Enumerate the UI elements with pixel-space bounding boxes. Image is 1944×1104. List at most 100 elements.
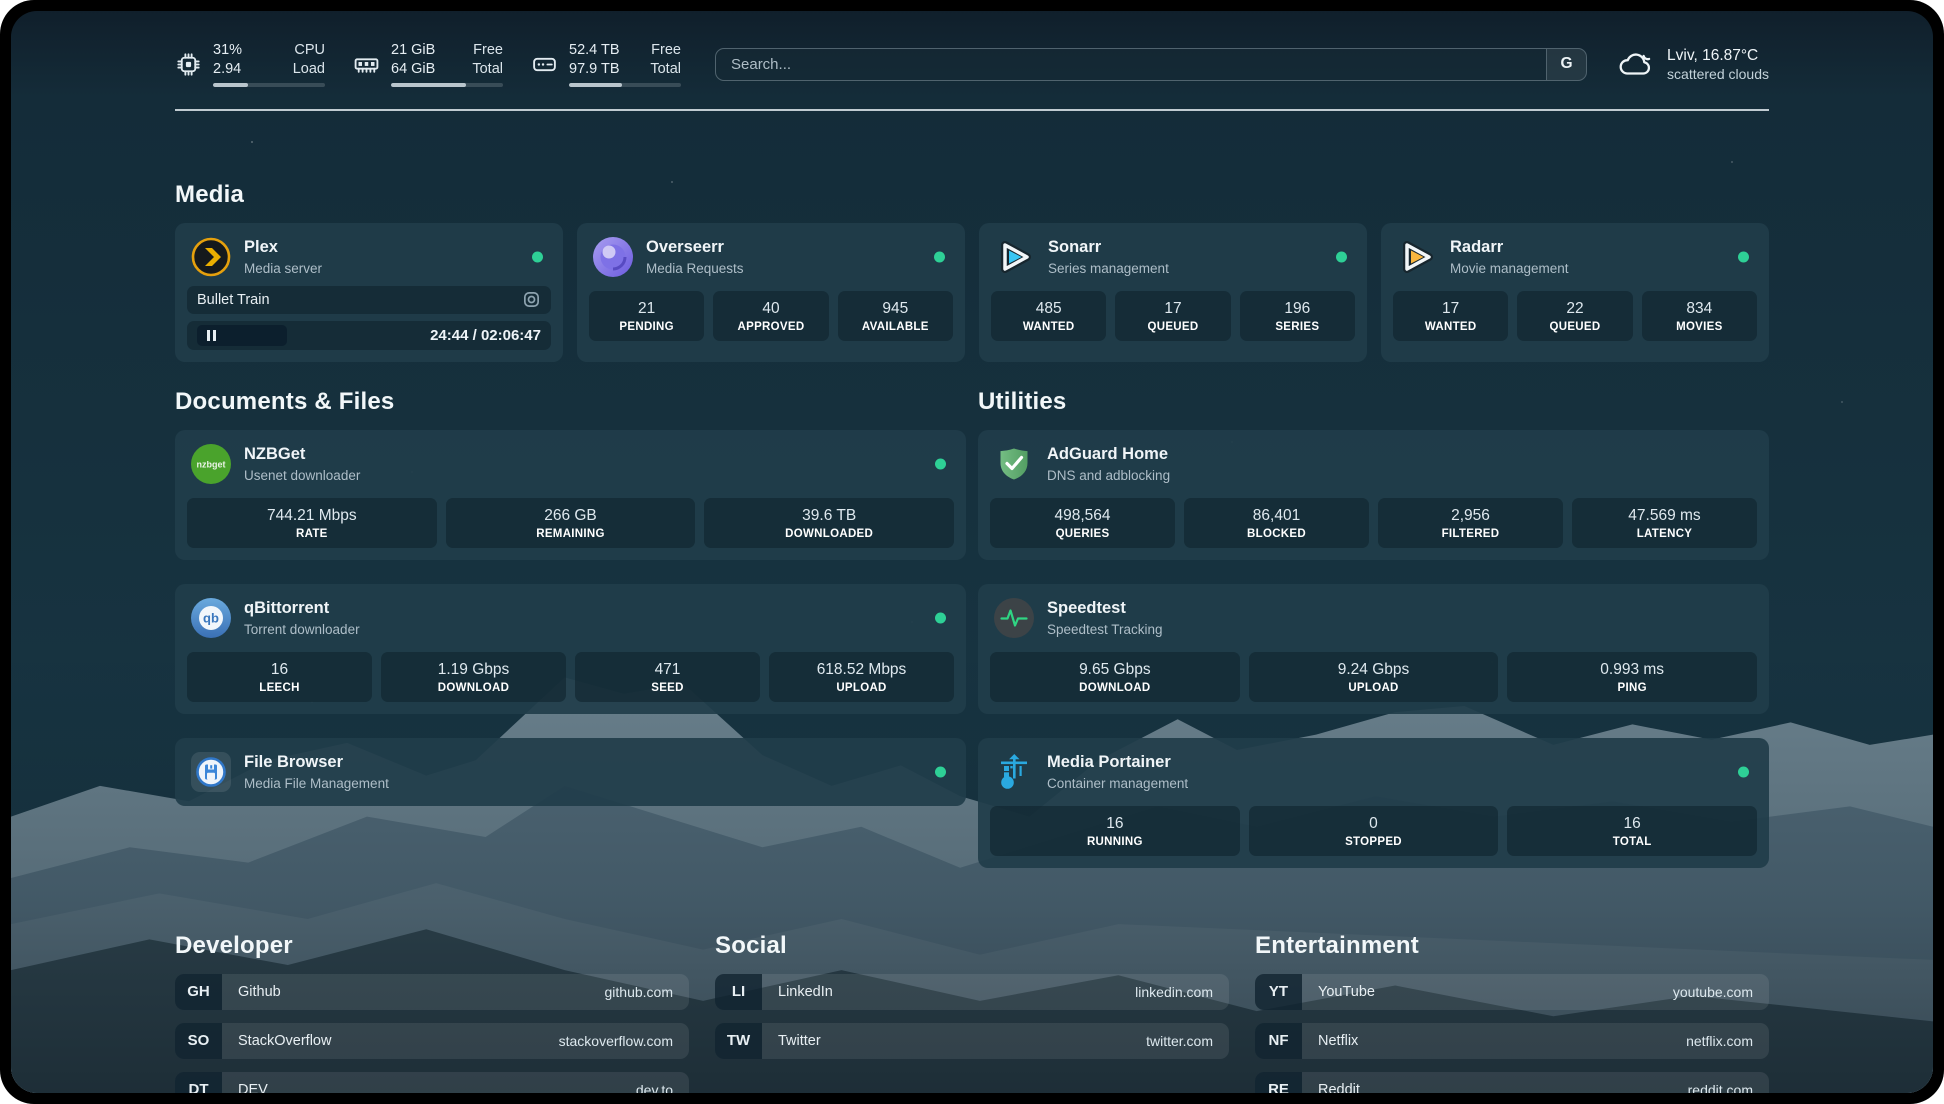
service-card-qbittorrent[interactable]: qb qBittorrent Torrent downloader xyxy=(175,583,966,714)
disk-progress-fill xyxy=(569,82,622,88)
service-card-portainer[interactable]: Media Portainer Container management 16 … xyxy=(978,737,1769,868)
svg-text:nzbget: nzbget xyxy=(197,459,226,469)
search-engine-button[interactable]: G xyxy=(1546,48,1587,80)
bookmark-stackoverflow[interactable]: SO StackOverflow stackoverflow.com xyxy=(175,1022,689,1059)
service-card-nzbget[interactable]: nzbget NZBGet Usenet downloader xyxy=(175,429,966,560)
bookmark-linkedin[interactable]: LI LinkedIn linkedin.com xyxy=(715,973,1229,1010)
memory-free-label: Free xyxy=(473,42,503,58)
adguard-icon xyxy=(994,444,1034,484)
service-name: Overseerr xyxy=(646,237,724,256)
disk-total-value: 97.9 TB xyxy=(569,60,620,77)
resource-widgets: 31% CPU 2.94 Load xyxy=(175,41,681,88)
service-desc: Torrent downloader xyxy=(244,621,360,637)
service-name: AdGuard Home xyxy=(1047,444,1169,463)
bookmark-url: twitter.com xyxy=(1146,1032,1213,1049)
service-desc: Media File Management xyxy=(244,775,389,791)
service-desc: Series management xyxy=(1048,260,1169,276)
speedtest-icon xyxy=(994,597,1034,638)
bookmark-abbr: RE xyxy=(1255,1071,1302,1093)
pause-icon xyxy=(207,329,216,341)
bookmark-github[interactable]: GH Github github.com xyxy=(175,973,689,1010)
stat-queued: 22 QUEUED xyxy=(1517,290,1633,341)
cpu-load-label: Load xyxy=(292,60,325,77)
bookmark-url: github.com xyxy=(604,983,673,1000)
portainer-icon xyxy=(994,752,1034,792)
section-media: Media Plex xyxy=(175,181,1769,362)
radarr-icon xyxy=(1397,237,1437,277)
status-dot xyxy=(935,612,946,624)
status-dot xyxy=(1738,766,1749,778)
playback-time: 24:44 / 02:06:47 xyxy=(430,326,541,344)
stat-download: 1.19 Gbps DOWNLOAD xyxy=(381,651,566,702)
section-heading-developer: Developer xyxy=(175,931,293,959)
status-dot xyxy=(1738,251,1749,263)
bookmark-dev[interactable]: DT DEV dev.to xyxy=(175,1071,689,1093)
service-name: Radarr xyxy=(1450,237,1504,256)
filebrowser-icon xyxy=(191,751,231,792)
memory-widget: 21 GiB Free 64 GiB Total xyxy=(353,41,503,88)
bookmark-twitter[interactable]: TW Twitter twitter.com xyxy=(715,1022,1229,1059)
section-developer: Developer GH Github github.com SO StackO… xyxy=(175,932,689,1093)
service-card-filebrowser[interactable]: File Browser Media File Management xyxy=(175,737,966,806)
memory-progress-track xyxy=(391,82,503,88)
service-name: NZBGet xyxy=(244,444,306,463)
status-dot xyxy=(934,251,945,263)
cpu-usage-value: 31% xyxy=(213,42,243,58)
stat-latency: 47.569 ms LATENCY xyxy=(1572,497,1757,548)
camera-icon[interactable] xyxy=(522,290,541,309)
cloud-icon xyxy=(1617,49,1655,79)
stat-movies: 834 MOVIES xyxy=(1641,290,1757,341)
cpu-progress-track xyxy=(213,82,325,88)
stat-seed: 471 SEED xyxy=(575,651,760,702)
stat-pending: 21 PENDING xyxy=(589,290,705,341)
cpu-label: CPU xyxy=(294,42,325,58)
service-desc: Movie management xyxy=(1450,260,1569,276)
cpu-icon xyxy=(175,51,202,78)
stat-leech: 16 LEECH xyxy=(187,651,372,702)
stat-queued: 17 QUEUED xyxy=(1115,290,1231,341)
service-name: Plex xyxy=(244,237,278,256)
bookmark-youtube[interactable]: YT YouTube youtube.com xyxy=(1255,973,1769,1010)
section-heading-social: Social xyxy=(715,931,787,959)
section-heading-media: Media xyxy=(175,180,245,208)
weather-condition: scattered clouds xyxy=(1667,66,1769,83)
pause-button[interactable] xyxy=(197,324,287,346)
service-desc: Speedtest Tracking xyxy=(1047,621,1163,637)
service-card-adguard[interactable]: AdGuard Home DNS and adblocking 498,564 … xyxy=(978,429,1769,560)
disk-free-label: Free xyxy=(651,42,681,58)
stat-available: 945 AVAILABLE xyxy=(837,290,953,341)
stat-total: 16 TOTAL xyxy=(1507,805,1757,856)
disk-widget: 52.4 TB Free 97.9 TB Total xyxy=(531,41,681,88)
service-card-overseerr[interactable]: Overseerr Media Requests 21 PENDING xyxy=(577,222,965,362)
bookmark-abbr: GH xyxy=(175,973,222,1010)
search-input[interactable] xyxy=(716,48,1547,80)
search-bar: G xyxy=(715,47,1588,81)
service-card-speedtest[interactable]: Speedtest Speedtest Tracking 9.65 Gbps D… xyxy=(978,583,1769,714)
bookmark-reddit[interactable]: RE Reddit reddit.com xyxy=(1255,1071,1769,1093)
service-card-radarr[interactable]: Radarr Movie management 17 WANTED 2 xyxy=(1381,222,1769,362)
stat-download: 9.65 Gbps DOWNLOAD xyxy=(990,651,1240,702)
service-desc: Media Requests xyxy=(646,260,744,276)
weather-location-temp: Lviv, 16.87°C xyxy=(1667,47,1759,65)
player-row: 24:44 / 02:06:47 xyxy=(187,320,551,350)
service-desc: DNS and adblocking xyxy=(1047,467,1171,483)
memory-free-value: 21 GiB xyxy=(391,42,436,58)
bookmark-abbr: NF xyxy=(1255,1022,1302,1059)
bookmark-name: DEV xyxy=(238,1081,268,1093)
memory-total-value: 64 GiB xyxy=(391,60,436,77)
stat-blocked: 86,401 BLOCKED xyxy=(1184,497,1369,548)
memory-total-label: Total xyxy=(472,60,503,77)
dashboard-screen: 31% CPU 2.94 Load xyxy=(11,11,1933,1093)
bookmark-abbr: DT xyxy=(175,1071,222,1093)
bookmark-url: reddit.com xyxy=(1687,1081,1753,1093)
header-divider xyxy=(175,109,1769,111)
service-card-plex[interactable]: Plex Media server Bullet Train xyxy=(175,222,563,362)
service-name: Sonarr xyxy=(1048,237,1102,256)
section-utilities: Utilities xyxy=(978,388,1769,868)
bookmark-netflix[interactable]: NF Netflix netflix.com xyxy=(1255,1022,1769,1059)
stat-ping: 0.993 ms PING xyxy=(1507,651,1757,702)
bookmark-url: dev.to xyxy=(635,1081,673,1093)
section-entertainment: Entertainment YT YouTube youtube.com NF … xyxy=(1255,932,1769,1093)
bookmark-name: Github xyxy=(238,983,281,1000)
service-card-sonarr[interactable]: Sonarr Series management 485 WANTED xyxy=(979,222,1367,362)
